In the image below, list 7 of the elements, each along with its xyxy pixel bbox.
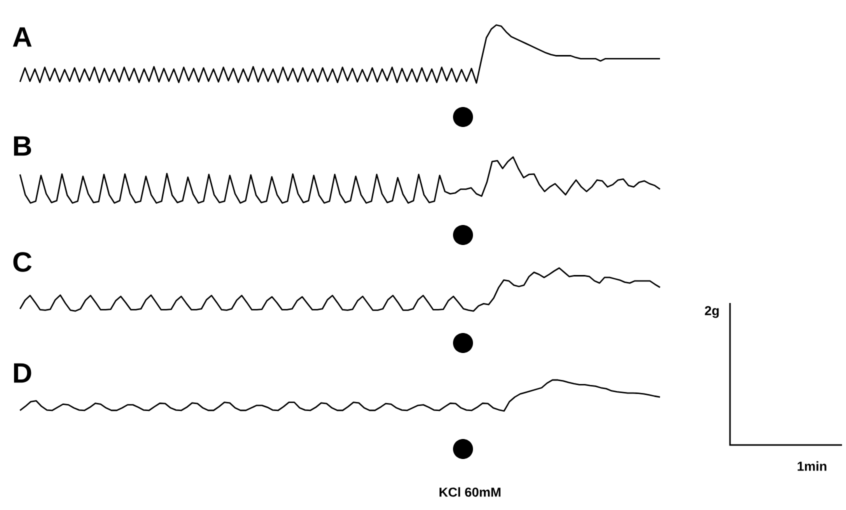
chart-title: B <box>14 136 32 156</box>
chart-title: C <box>13 252 32 272</box>
chart-title: D <box>14 363 32 383</box>
text: KCl 60mM <box>440 487 500 497</box>
chart-title: A <box>12 27 32 47</box>
text: 1min <box>798 461 826 471</box>
text: 2g <box>704 306 719 318</box>
